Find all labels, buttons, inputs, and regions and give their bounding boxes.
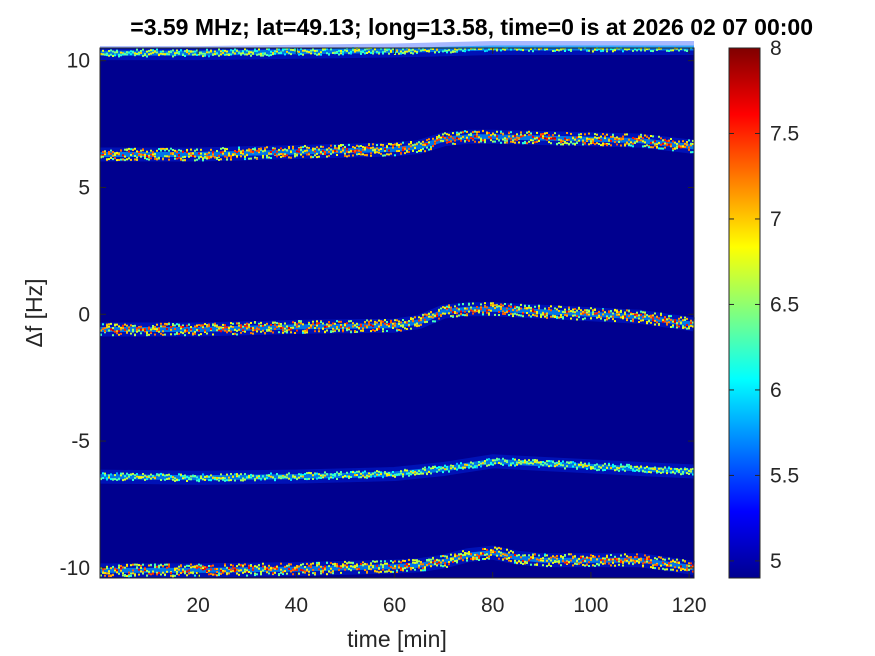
x-tick-label: 60 [383, 594, 406, 617]
colorbar-tick-label: 6.5 [770, 293, 799, 316]
y-tick-label: -5 [71, 430, 90, 453]
x-tick-label: 80 [481, 594, 504, 617]
signal-trace-5 [100, 545, 695, 578]
y-tick-label: 10 [67, 50, 90, 73]
colorbar-tick-label: 5.5 [770, 464, 799, 487]
signal-trace-3 [100, 302, 695, 337]
signal-trace-4 [99, 454, 695, 485]
x-tick-label: 100 [573, 594, 608, 617]
x-axis-label: time [min] [347, 626, 447, 652]
x-axis: 20 40 60 80 100 120 [187, 48, 707, 617]
colorbar-tick-label: 6 [770, 379, 782, 402]
y-axis-label: Δf [Hz] [21, 278, 47, 347]
x-tick-label: 20 [187, 594, 210, 617]
colorbar-tick-label: 8 [770, 37, 782, 60]
y-tick-label: -10 [60, 557, 90, 580]
colorbar-tick-label: 7.5 [770, 122, 799, 145]
colorbar-scale [728, 47, 761, 579]
signal-trace-2 [100, 129, 695, 162]
chart-title-text: =3.59 MHz; lat=49.13; long=13.58, time=0… [130, 14, 813, 40]
plot-area [99, 41, 695, 579]
y-tick-label: 0 [78, 303, 90, 326]
colorbar-tick-label: 5 [770, 550, 782, 573]
colorbar: 5 5.5 6 6.5 7 7.5 8 [728, 37, 799, 579]
x-tick-label: 40 [285, 594, 308, 617]
chart-title: =3.59 MHz; lat=49.13; long=13.58, time=0… [0, 14, 875, 44]
colorbar-tick-label: 7 [770, 208, 782, 231]
y-axis: -10 -5 0 5 10 [60, 50, 694, 580]
y-tick-label: 5 [78, 176, 90, 199]
x-tick-label: 120 [672, 594, 707, 617]
